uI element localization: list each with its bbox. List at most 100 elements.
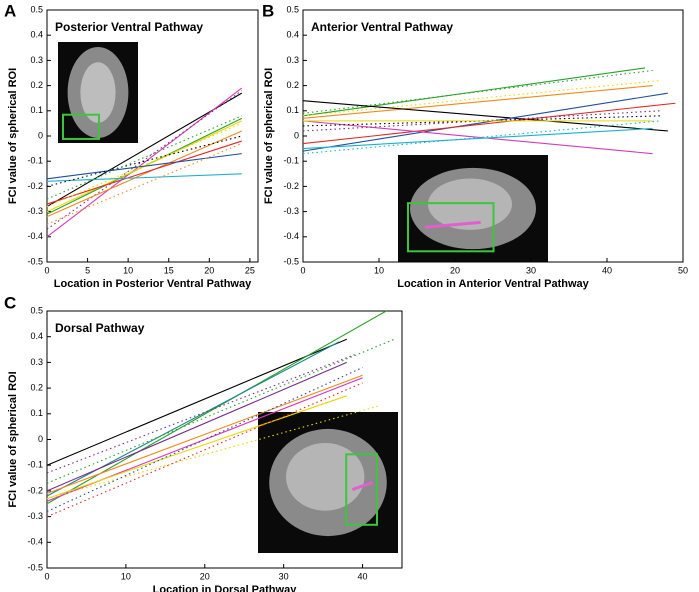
y-tick-label: -0.3 — [27, 511, 43, 521]
brain-inset-brain — [428, 178, 512, 230]
y-tick-label: 0 — [38, 130, 43, 140]
x-tick-label: 10 — [121, 571, 131, 581]
y-tick-label: -0.1 — [27, 156, 43, 166]
y-tick-label: -0.3 — [283, 206, 299, 216]
brain-inset-brain — [286, 443, 365, 511]
regression-line — [46, 143, 242, 225]
x-tick-label: 0 — [44, 571, 49, 581]
x-tick-label: 40 — [358, 571, 368, 581]
y-tick-label: 0.5 — [286, 4, 299, 14]
regression-line — [302, 85, 653, 119]
regression-line — [46, 354, 355, 474]
y-tick-label: -0.2 — [27, 485, 43, 495]
regression-line — [46, 90, 243, 230]
y-tick-label: -0.1 — [283, 156, 299, 166]
y-tick-label: -0.5 — [27, 562, 43, 572]
y-tick-label: -0.2 — [27, 181, 43, 191]
x-tick-label: 30 — [279, 571, 289, 581]
x-axis-label: Location in Dorsal Pathway — [153, 584, 298, 592]
y-tick-label: 0 — [294, 130, 299, 140]
regression-line — [302, 80, 661, 117]
regression-line — [46, 115, 242, 200]
y-tick-label: 0.4 — [30, 331, 43, 341]
panel-label: B — [262, 1, 274, 20]
panel-label: C — [4, 293, 16, 312]
regression-line — [302, 69, 653, 114]
regression-line — [46, 173, 242, 182]
x-tick-label: 20 — [200, 571, 210, 581]
y-tick-label: -0.4 — [27, 537, 43, 547]
regression-line — [46, 338, 347, 466]
regression-line — [302, 115, 661, 127]
y-tick-label: -0.5 — [27, 256, 43, 266]
chart-title: Dorsal Pathway — [55, 321, 145, 335]
regression-line — [46, 92, 243, 208]
x-tick-label: 40 — [602, 265, 612, 275]
y-tick-label: 0.4 — [286, 30, 299, 40]
x-tick-label: 25 — [245, 265, 255, 275]
x-tick-label: 10 — [374, 265, 384, 275]
y-tick-label: 0.5 — [30, 305, 43, 315]
x-tick-label: 30 — [526, 265, 536, 275]
panel-label: A — [4, 1, 16, 20]
y-tick-label: 0.3 — [286, 55, 299, 65]
regression-line — [302, 127, 653, 150]
y-tick-label: 0 — [38, 434, 43, 444]
regression-line — [46, 87, 243, 238]
x-tick-label: 50 — [678, 265, 688, 275]
regression-line — [46, 367, 363, 512]
y-tick-label: 0.2 — [30, 80, 43, 90]
y-tick-label: 0.4 — [30, 30, 43, 40]
regression-line — [302, 120, 661, 155]
regression-line — [46, 382, 363, 518]
brain-inset-brain — [80, 62, 116, 123]
y-tick-label: 0.1 — [30, 105, 43, 115]
x-tick-label: 15 — [164, 265, 174, 275]
brain-inset-box — [345, 453, 379, 526]
y-axis-label: FCI value of spherical ROI — [263, 68, 275, 204]
regression-line — [302, 100, 668, 132]
y-tick-label: 0.3 — [30, 357, 43, 367]
regression-line — [46, 310, 387, 505]
y-tick-label: 0.1 — [30, 408, 43, 418]
regression-line — [302, 92, 668, 152]
y-tick-label: -0.5 — [283, 256, 299, 266]
x-tick-label: 0 — [44, 265, 49, 275]
y-tick-label: -0.2 — [283, 181, 299, 191]
y-tick-label: -0.4 — [27, 231, 43, 241]
regression-line — [302, 110, 661, 132]
regression-line — [46, 135, 242, 187]
y-tick-label: 0.2 — [30, 382, 43, 392]
y-tick-label: -0.3 — [27, 206, 43, 216]
y-axis-label: FCI value of spherical ROI — [7, 68, 19, 204]
regression-line — [302, 102, 676, 145]
x-tick-label: 20 — [450, 265, 460, 275]
regression-line — [46, 130, 242, 218]
y-tick-label: 0.1 — [286, 105, 299, 115]
brain-inset-box — [407, 202, 495, 253]
y-tick-label: -0.4 — [283, 231, 299, 241]
x-tick-label: 10 — [123, 265, 133, 275]
y-tick-label: 0.5 — [30, 4, 43, 14]
regression-line — [46, 153, 242, 180]
regression-line — [46, 140, 242, 205]
x-axis-label: Location in Anterior Ventral Pathway — [397, 278, 589, 290]
y-tick-label: 0.3 — [30, 55, 43, 65]
chart-title: Posterior Ventral Pathway — [55, 20, 203, 34]
regression-line — [46, 122, 242, 208]
x-tick-label: 5 — [85, 265, 90, 275]
y-tick-label: 0.2 — [286, 80, 299, 90]
chart-title: Anterior Ventral Pathway — [311, 20, 453, 34]
y-axis-label: FCI value of spherical ROI — [7, 371, 19, 507]
brain-inset-tract — [351, 481, 373, 491]
regression-line — [46, 395, 347, 500]
x-tick-label: 0 — [300, 265, 305, 275]
regression-line — [46, 374, 363, 494]
brain-inset-tract — [424, 220, 481, 229]
x-tick-label: 20 — [204, 265, 214, 275]
x-axis-label: Location in Posterior Ventral Pathway — [54, 278, 252, 290]
y-tick-label: -0.1 — [27, 460, 43, 470]
regression-line — [46, 361, 347, 492]
brain-inset-box — [62, 113, 100, 140]
